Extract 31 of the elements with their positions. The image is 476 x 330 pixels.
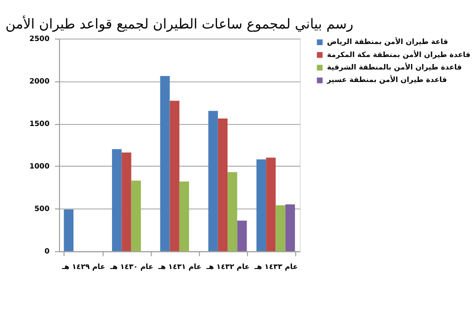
x-tick-label: عام ١٤٣١ هـ (157, 262, 202, 271)
legend-label: قاعدة طيران الأمن بالمنطقة الشرقية (327, 62, 462, 72)
bar (122, 152, 132, 252)
y-tick-label: 1000 (29, 161, 50, 170)
bar (276, 205, 286, 252)
bar (170, 100, 180, 252)
bar (112, 149, 122, 252)
bar (228, 172, 238, 252)
bar (237, 220, 247, 252)
bar (256, 159, 266, 252)
bar (160, 76, 170, 252)
legend-label: قاعدة طيران الأمن بمنطقة مكة المكرمة (327, 50, 471, 59)
y-tick-label: 2500 (29, 34, 50, 43)
bar (131, 180, 141, 252)
bar (64, 210, 74, 252)
x-tick-label: عام ١٤٣٠ هـ (109, 262, 154, 271)
y-tick-label: 2000 (29, 76, 50, 86)
legend-label: قاعة طيران الأمن بمنطقة الرياض (327, 37, 448, 46)
bar (179, 181, 190, 252)
y-tick-label: 0 (44, 246, 50, 256)
y-tick-label: 500 (34, 204, 50, 213)
y-tick-label: 1500 (29, 118, 50, 128)
bar (218, 118, 228, 252)
bar (208, 110, 218, 252)
x-tick-label: عام ١٤٣٢ هـ (205, 262, 250, 271)
legend-label: قاعدة طيران الأمن بمنطقة عسير (326, 75, 448, 84)
chart-title: رسم بياني لمجموع ساعات الطيران لجميع قواعد طيران الأمن (5, 16, 354, 33)
bar (266, 158, 276, 252)
x-tick-label: عام ١٤٣٣ هـ (254, 262, 298, 271)
bar (285, 204, 295, 252)
x-tick-label: عام ١٤٢٩ هـ (60, 262, 106, 271)
